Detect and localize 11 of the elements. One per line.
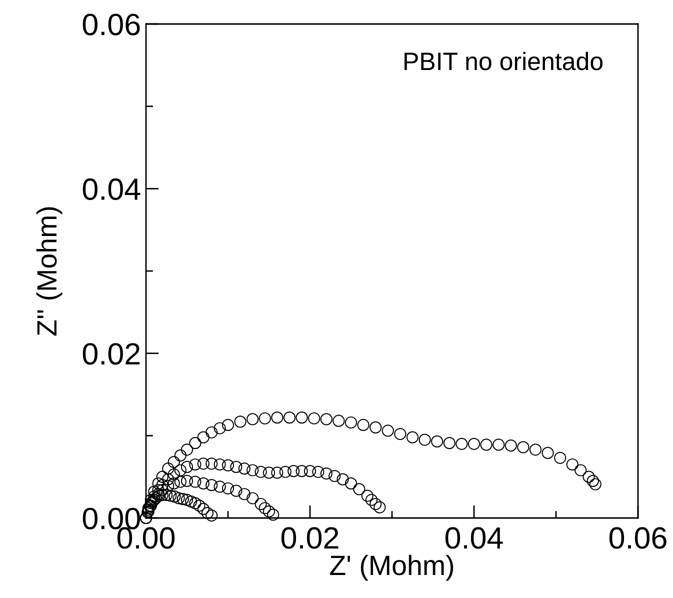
annotation: PBIT no orientado [404,52,603,70]
x-axis-title: Z' (Mohm) [330,554,454,581]
y-tick-label: 0.02 [82,343,140,365]
y-tick-label: 0.06 [82,14,140,36]
x-tick-label: 0.02 [281,527,338,549]
x-tick-label: 0.00 [117,527,175,549]
y-tick-label: 0.04 [82,178,140,200]
x-tick-label: 0.04 [445,527,503,549]
y-tick-label: 0.00 [82,508,140,530]
y-axis-title: Z'' (Mohm) [36,207,62,336]
x-tick-label: 0.06 [609,527,666,549]
